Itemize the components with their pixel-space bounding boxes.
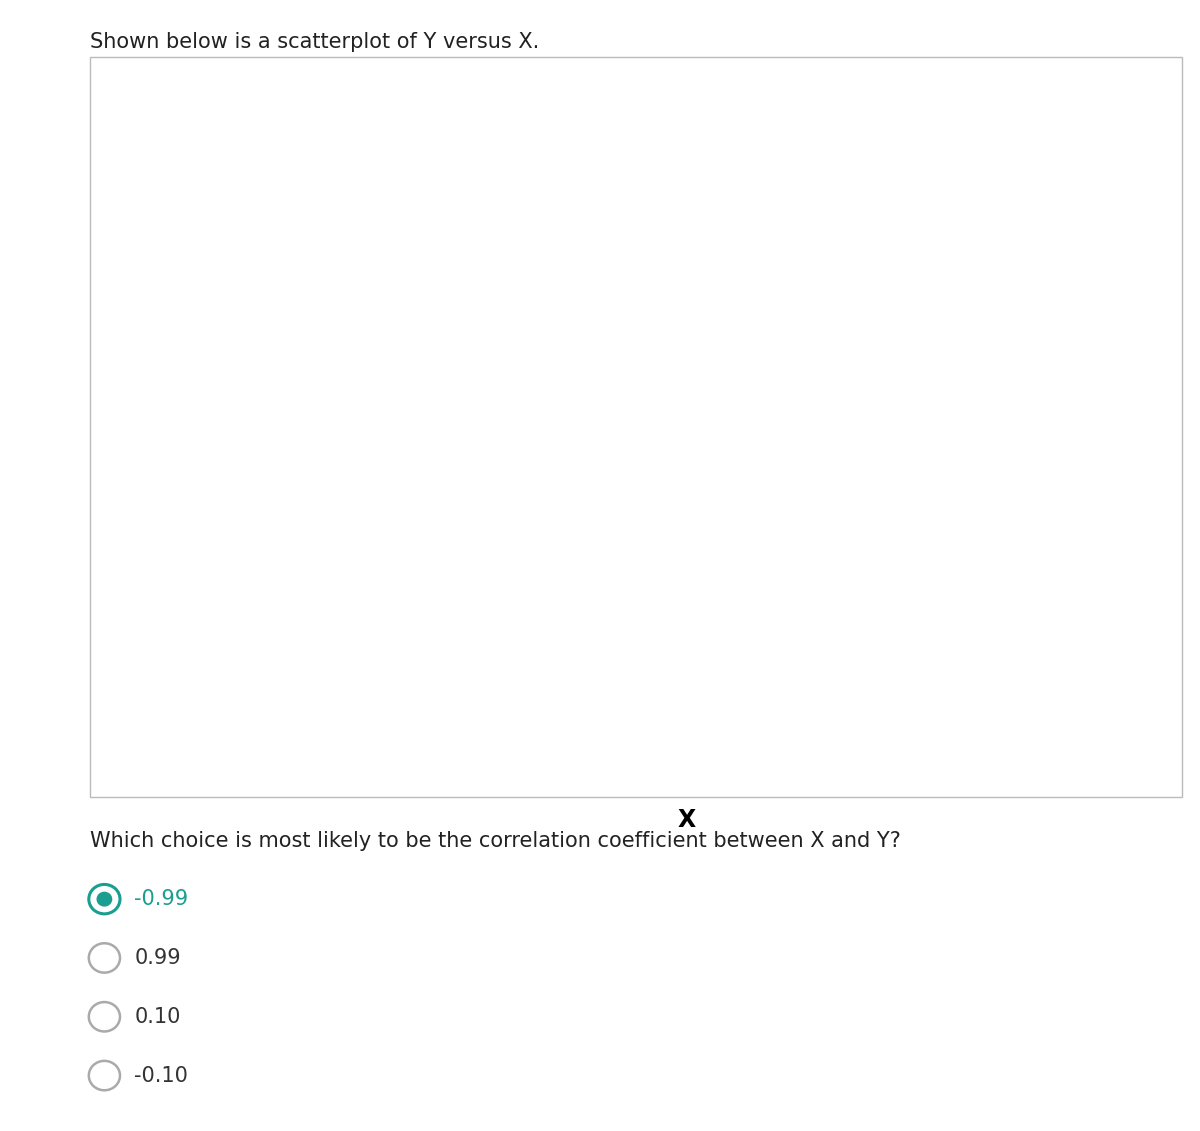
Point [733, 432, 752, 450]
X-axis label: X: X [678, 809, 696, 832]
Point [510, 294, 529, 312]
Point [882, 501, 901, 519]
Text: -0.99: -0.99 [134, 889, 188, 909]
Point [287, 156, 306, 174]
Text: 0.99: 0.99 [134, 948, 181, 968]
Point [547, 294, 566, 312]
Point [770, 443, 790, 461]
Point [436, 214, 455, 232]
Y-axis label: y: y [140, 417, 156, 442]
Point [250, 122, 269, 140]
Point [1031, 616, 1050, 634]
Point [994, 581, 1013, 599]
Text: 0.10: 0.10 [134, 1007, 181, 1027]
Point [845, 490, 864, 508]
Point [696, 409, 715, 428]
Point [1068, 628, 1087, 646]
Point [622, 340, 641, 359]
Point [584, 305, 604, 323]
Point [919, 525, 938, 543]
Point [659, 374, 678, 392]
Point [361, 179, 380, 197]
Point [324, 167, 343, 185]
Text: Shown below is a scatterplot of Y versus X.: Shown below is a scatterplot of Y versus… [90, 32, 539, 52]
Text: Which choice is most likely to be the correlation coefficient between X and Y?: Which choice is most likely to be the co… [90, 831, 901, 852]
Point [808, 456, 827, 474]
Point [956, 559, 976, 577]
Point [1105, 628, 1124, 646]
Point [473, 225, 492, 243]
Text: -0.10: -0.10 [134, 1065, 188, 1086]
